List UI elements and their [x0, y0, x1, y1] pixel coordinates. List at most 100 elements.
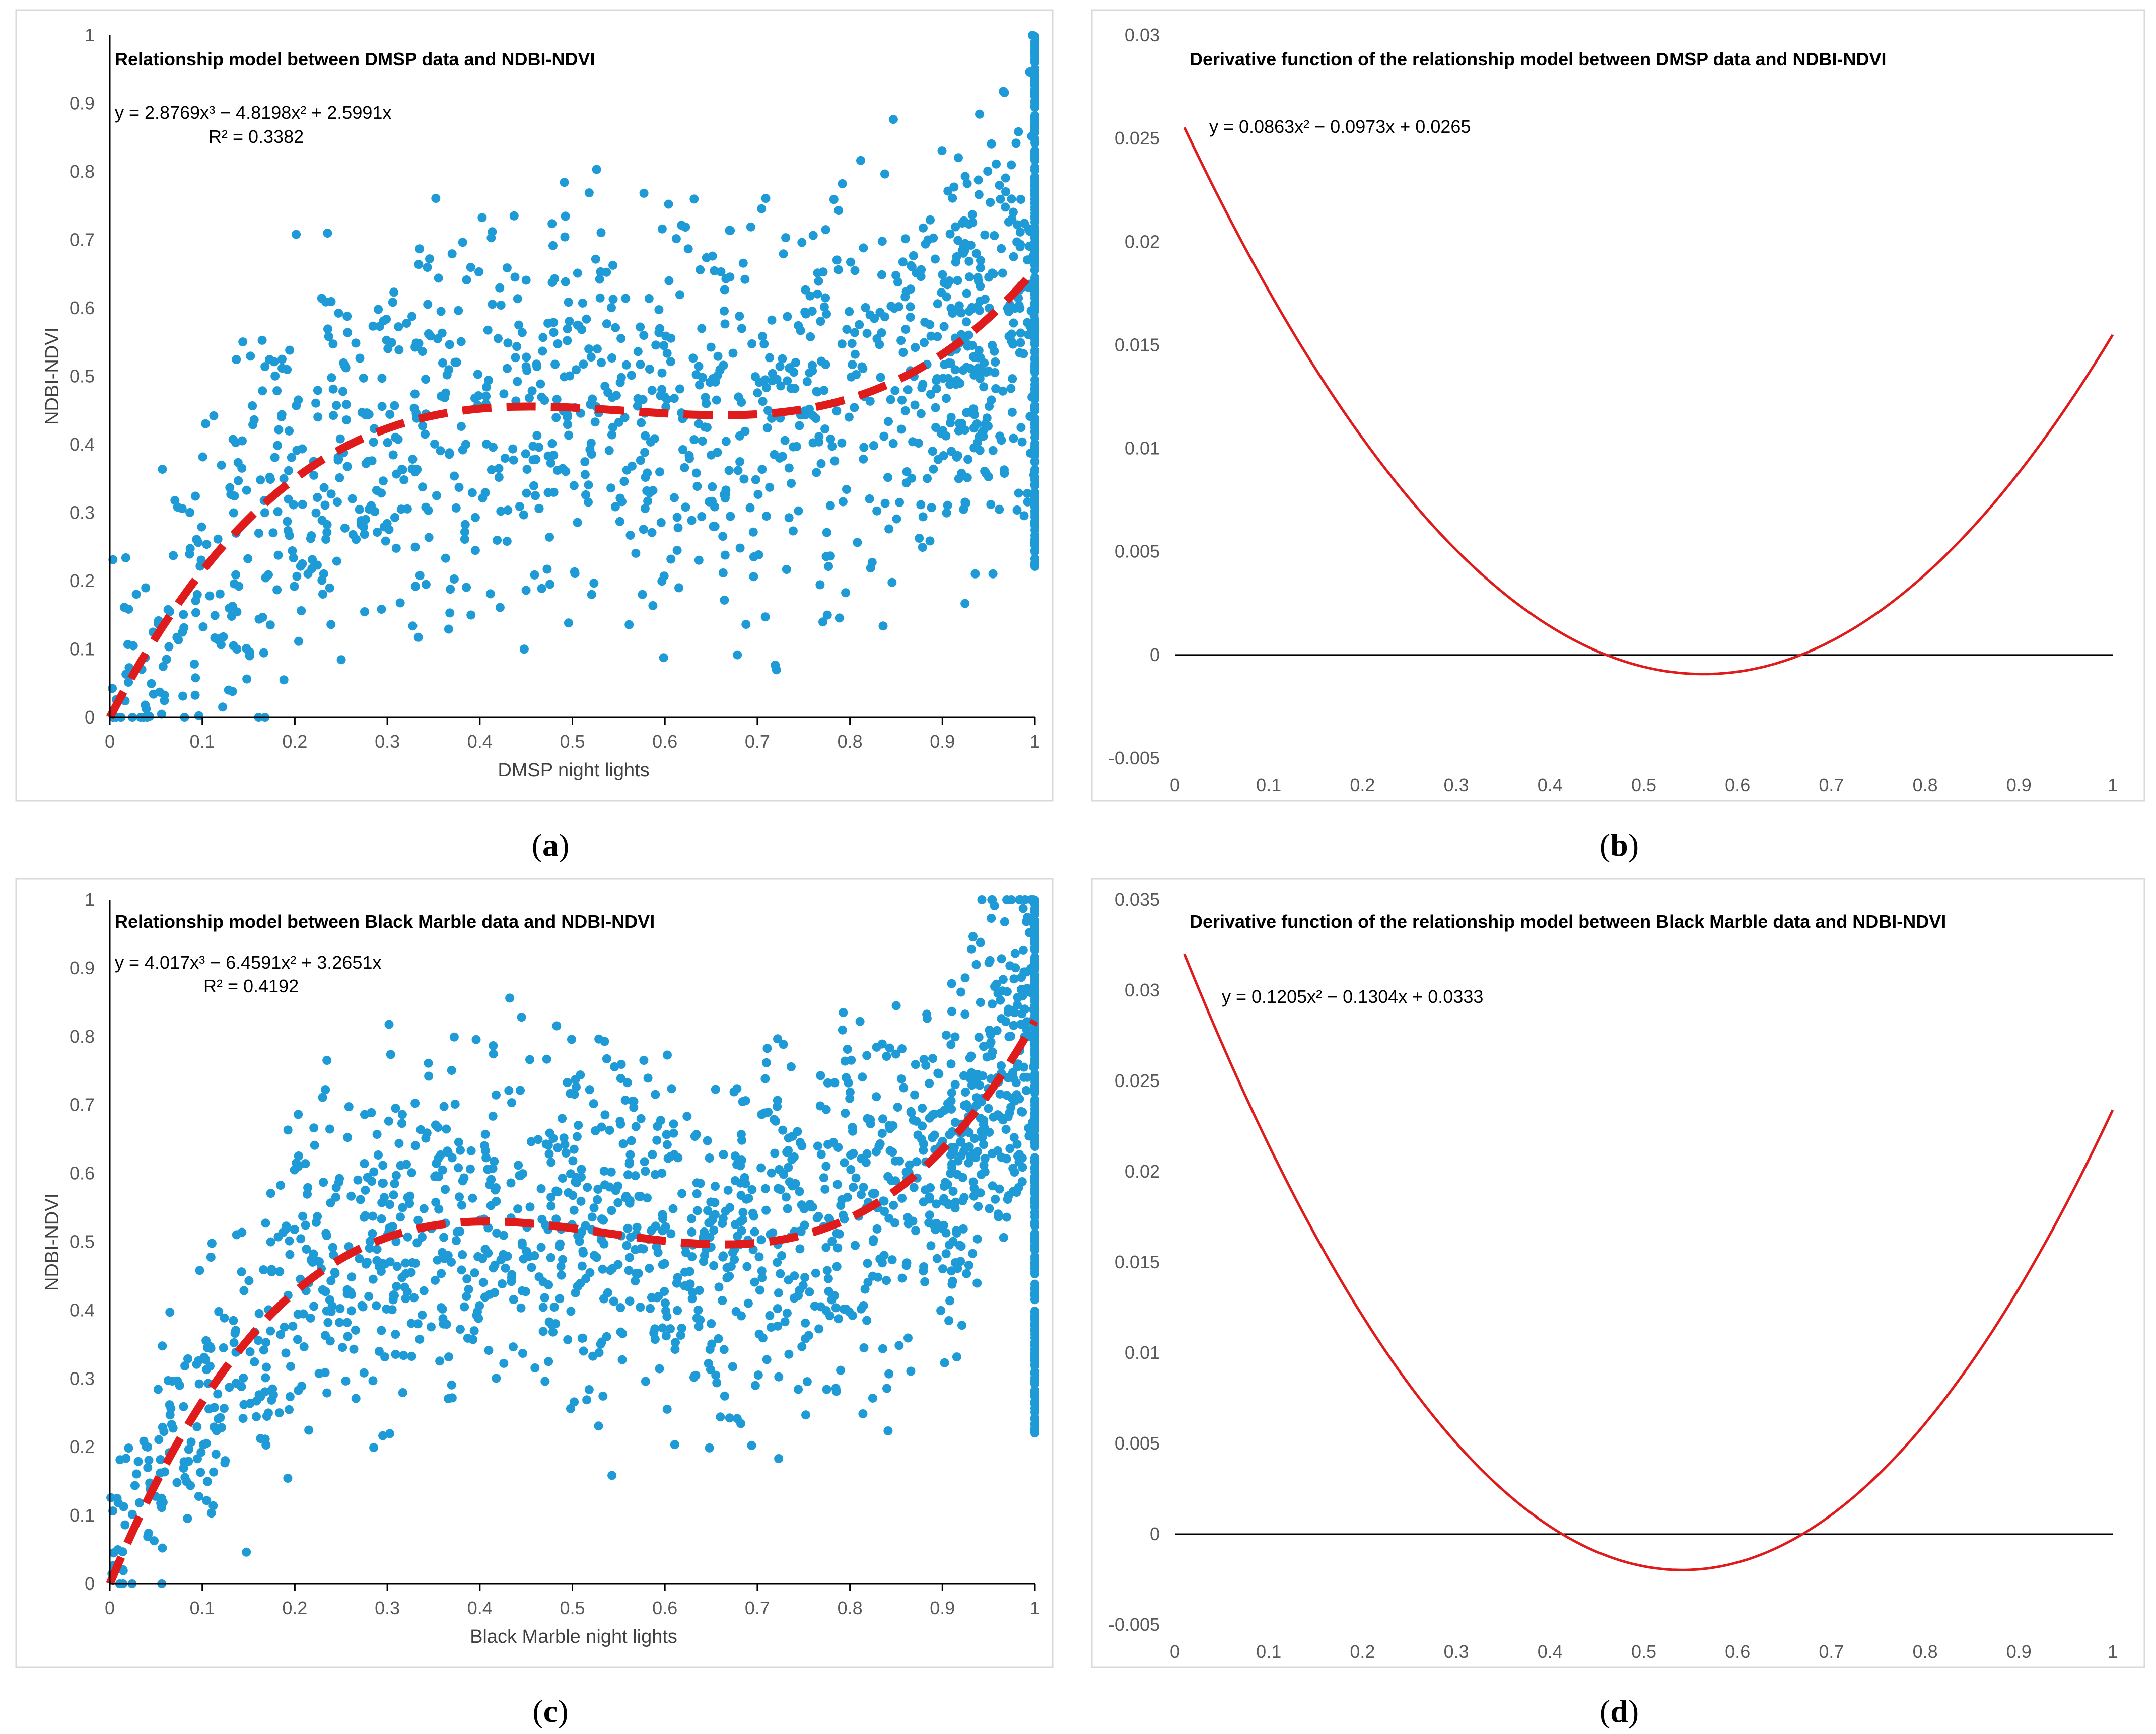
scatter-point: [478, 1278, 488, 1287]
scatter-point: [374, 1150, 383, 1160]
scatter-point: [372, 486, 381, 495]
scatter-point: [219, 1343, 228, 1352]
scatter-point: [1030, 40, 1039, 49]
scatter-point: [169, 551, 178, 560]
y-tick-label: 0.03: [1125, 980, 1160, 1000]
scatter-point: [929, 464, 938, 474]
scatter-point: [909, 251, 918, 260]
scatter-point: [369, 1443, 379, 1453]
scatter-point: [265, 472, 274, 482]
scatter-point: [162, 655, 171, 664]
scatter-point: [636, 456, 645, 465]
scatter-point: [574, 321, 584, 330]
scatter-point: [774, 1288, 783, 1298]
scatter-point: [506, 1178, 516, 1188]
scatter-point: [594, 1034, 604, 1044]
scatter-point: [634, 1192, 644, 1201]
scatter-point: [816, 1071, 825, 1080]
scatter-point: [782, 1309, 792, 1318]
scatter-point: [229, 1338, 239, 1347]
scatter-point: [868, 1271, 877, 1281]
scatter-point: [248, 401, 257, 410]
scatter-point: [1030, 115, 1039, 124]
scatter-point: [979, 382, 989, 392]
scatter-point: [551, 1319, 561, 1329]
scatter-point: [228, 687, 237, 696]
scatter-point: [368, 1229, 377, 1238]
scatter-point: [721, 437, 731, 446]
scatter-point: [543, 1140, 553, 1150]
scatter-point: [462, 583, 471, 592]
scatter-point: [485, 1289, 495, 1299]
scatter-point: [179, 1457, 189, 1467]
scatter-point: [401, 1294, 410, 1304]
scatter-point: [201, 1355, 211, 1364]
scatter-point: [625, 1296, 635, 1306]
scatter-point: [987, 139, 996, 149]
scatter-point: [431, 194, 441, 203]
scatter-point: [714, 1282, 724, 1292]
scatter-point: [357, 520, 366, 530]
scatter-point: [990, 982, 999, 991]
scatter-point: [184, 1444, 193, 1454]
y-tick-label: 0.035: [1115, 889, 1160, 910]
scatter-point: [963, 455, 973, 464]
scatter-point: [942, 292, 951, 302]
scatter-point: [608, 1264, 617, 1273]
scatter-point: [1030, 1415, 1039, 1424]
scatter-point: [301, 1159, 310, 1169]
y-tick-label: 0.2: [69, 570, 95, 591]
scatter-point: [346, 1191, 356, 1201]
scatter-point: [766, 1230, 775, 1239]
scatter-point: [872, 1092, 881, 1102]
scatter-point: [976, 263, 985, 272]
scatter-point: [639, 1056, 649, 1065]
scatter-point: [389, 1190, 398, 1200]
scatter-point: [880, 498, 890, 508]
scatter-point: [884, 1369, 894, 1379]
scatter-point: [811, 1268, 820, 1278]
scatter-point: [430, 1172, 440, 1181]
scatter-point: [179, 610, 188, 619]
scatter-point: [748, 1208, 757, 1218]
scatter-point: [477, 213, 487, 223]
scatter-point: [789, 1293, 799, 1303]
scatter-point: [437, 1303, 446, 1313]
scatter-point: [819, 302, 829, 312]
y-tick-label: 0.9: [69, 958, 95, 978]
scatter-point: [489, 1049, 498, 1059]
scatter-point: [561, 211, 570, 221]
scatter-point: [270, 371, 280, 381]
scatter-point: [462, 1292, 471, 1302]
scatter-point: [391, 1350, 400, 1359]
scatter-point: [603, 1288, 612, 1297]
scatter-point: [225, 483, 235, 492]
scatter-point: [761, 383, 771, 392]
scatter-point: [879, 1251, 889, 1260]
scatter-point: [450, 1100, 460, 1109]
scatter-point: [326, 489, 336, 499]
scatter-point: [418, 1310, 427, 1320]
scatter-point: [1001, 202, 1010, 212]
scatter-point: [926, 1183, 935, 1192]
scatter-point: [447, 1380, 456, 1390]
scatter-point: [525, 1055, 534, 1064]
scatter-point: [651, 1170, 660, 1179]
scatter-point: [433, 1255, 442, 1265]
x-tick-label: 1: [1030, 731, 1040, 752]
scatter-point: [797, 1141, 807, 1151]
scatter-point: [522, 488, 531, 498]
scatter-point: [707, 1339, 717, 1349]
scatter-point: [496, 301, 506, 310]
scatter-point: [341, 1376, 351, 1386]
scatter-point: [458, 1250, 467, 1259]
scatter-point: [831, 1387, 841, 1396]
scatter-point: [650, 1324, 660, 1334]
scatter-point: [156, 1468, 165, 1478]
scatter-point: [342, 1318, 352, 1327]
scatter-point: [299, 1309, 308, 1319]
scatter-point: [486, 465, 496, 474]
scatter-point: [855, 1017, 865, 1026]
scatter-point: [666, 1229, 676, 1239]
scatter-point: [561, 277, 570, 286]
